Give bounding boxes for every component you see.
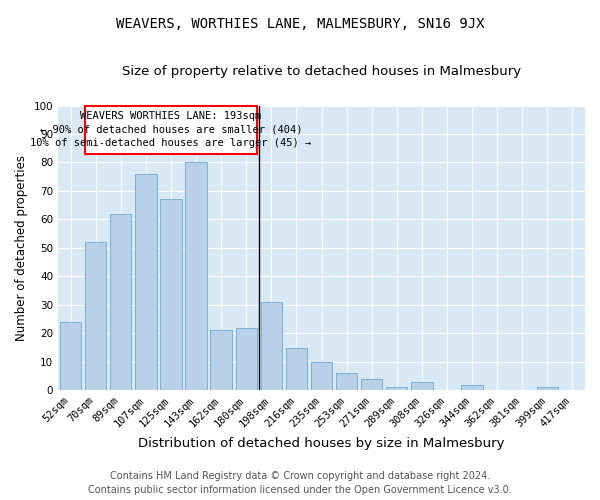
Bar xyxy=(260,302,282,390)
Bar xyxy=(60,322,81,390)
Bar xyxy=(311,362,332,390)
Text: Contains HM Land Registry data © Crown copyright and database right 2024.
Contai: Contains HM Land Registry data © Crown c… xyxy=(88,471,512,495)
Bar xyxy=(536,388,558,390)
Bar xyxy=(185,162,207,390)
FancyBboxPatch shape xyxy=(85,106,257,154)
Bar xyxy=(461,384,483,390)
Bar xyxy=(386,388,407,390)
Bar xyxy=(286,348,307,390)
Title: Size of property relative to detached houses in Malmesbury: Size of property relative to detached ho… xyxy=(122,65,521,78)
Bar xyxy=(135,174,157,390)
Bar xyxy=(336,373,357,390)
X-axis label: Distribution of detached houses by size in Malmesbury: Distribution of detached houses by size … xyxy=(138,437,505,450)
Bar xyxy=(85,242,106,390)
Text: ← 90% of detached houses are smaller (404): ← 90% of detached houses are smaller (40… xyxy=(40,124,302,134)
Text: WEAVERS, WORTHIES LANE, MALMESBURY, SN16 9JX: WEAVERS, WORTHIES LANE, MALMESBURY, SN16… xyxy=(116,18,484,32)
Bar xyxy=(411,382,433,390)
Bar xyxy=(236,328,257,390)
Bar xyxy=(211,330,232,390)
Y-axis label: Number of detached properties: Number of detached properties xyxy=(15,155,28,341)
Text: WEAVERS WORTHIES LANE: 193sqm: WEAVERS WORTHIES LANE: 193sqm xyxy=(80,111,262,121)
Text: 10% of semi-detached houses are larger (45) →: 10% of semi-detached houses are larger (… xyxy=(31,138,311,148)
Bar xyxy=(160,200,182,390)
Bar xyxy=(110,214,131,390)
Bar xyxy=(361,379,382,390)
